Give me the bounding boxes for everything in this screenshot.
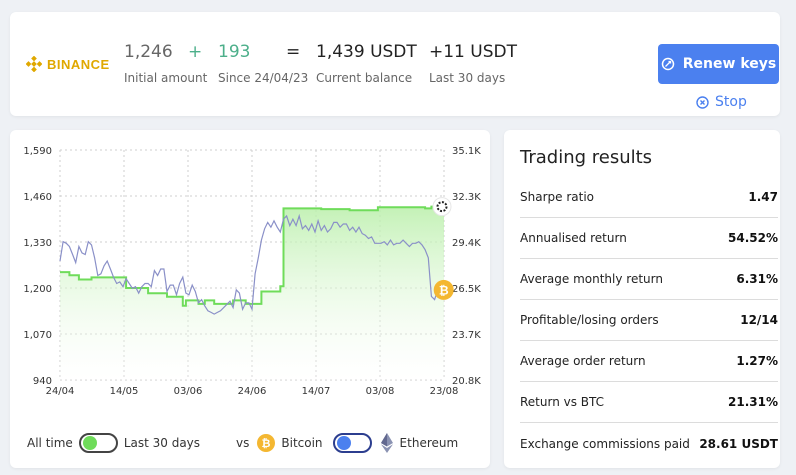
y-left-tick-label: 1,460 <box>23 192 52 203</box>
renew-keys-label: Renew keys <box>682 56 777 72</box>
ethereum-label: Ethereum <box>399 436 459 450</box>
svg-text:₿: ₿ <box>262 437 271 450</box>
key-icon <box>661 57 675 71</box>
binance-icon <box>26 56 42 72</box>
gain-value: 193 <box>218 42 251 62</box>
performance-chart: 1,590 35.1K 1,460 32.3K 1,330 29.4K 1,200 26.5K… <box>23 146 481 397</box>
results-row: Average monthly return 6.31% <box>520 259 778 300</box>
brand-name: BINANCE <box>47 56 110 72</box>
y-right-tick-label: 32.3K <box>452 192 481 203</box>
y-left-tick-label: 1,070 <box>23 330 52 341</box>
results-row-value: 54.52% <box>728 231 778 245</box>
summary-header: BINANCE 1,246 Initial amount + 193 Since… <box>10 12 780 116</box>
y-right-tick-label: 35.1K <box>452 146 481 157</box>
results-row-label: Average order return <box>520 354 646 368</box>
x-tick-label: 23/08 <box>430 386 459 397</box>
results-row-value: 12/14 <box>740 313 778 327</box>
y-right-tick-label: 23.7K <box>452 330 481 341</box>
initial-amount-value: 1,246 <box>124 42 173 62</box>
y-right-tick-label: 20.8K <box>452 376 481 387</box>
last-30-days-label: Last 30 days <box>429 71 506 85</box>
initial-amount-stat: 1,246 Initial amount <box>124 42 207 85</box>
results-row: Average order return 1.27% <box>520 341 778 382</box>
trading-results-title: Trading results <box>520 147 653 168</box>
last-30-days-toggle-label: Last 30 days <box>123 436 201 450</box>
results-row-label: Exchange commissions paid <box>520 436 690 451</box>
x-tick-label: 14/07 <box>302 386 331 397</box>
bitcoin-price-line <box>59 213 439 315</box>
x-tick-label: 24/06 <box>238 386 267 397</box>
y-left-tick-label: 1,330 <box>23 238 52 249</box>
balance-line <box>60 205 444 307</box>
performance-chart-card: 1,590 35.1K 1,460 32.3K 1,330 29.4K 1,200 26.5K… <box>10 130 490 468</box>
bitcoin-marker-icon: ₿ <box>433 279 454 300</box>
x-tick-label: 03/08 <box>366 386 395 397</box>
stop-icon <box>696 95 709 109</box>
renew-keys-button[interactable]: Renew keys <box>658 44 779 84</box>
benchmark-toggle[interactable] <box>332 433 372 453</box>
all-time-label: All time <box>27 436 73 450</box>
gain-label: Since 24/04/23 <box>218 71 309 85</box>
current-balance-value: 1,439 USDT <box>316 42 417 62</box>
strategy-marker-icon <box>432 197 452 217</box>
results-row-label: Profitable/losing orders <box>520 313 659 327</box>
y-right-tick-label: 29.4K <box>452 238 481 249</box>
y-right-tick-label: 26.5K <box>452 284 481 295</box>
balance-area <box>60 206 444 380</box>
benchmark-toggle-knob <box>336 436 351 450</box>
last-30-days-value: +11 USDT <box>429 42 517 62</box>
svg-text:₿: ₿ <box>439 283 449 297</box>
period-toggle[interactable] <box>78 433 118 453</box>
equals-sign: = <box>286 42 301 62</box>
chart-controls: All time Last 30 days vs ₿ Bitcoin Ether… <box>27 433 458 453</box>
y-left-tick-label: 1,590 <box>23 146 52 157</box>
plus-sign: + <box>188 42 203 62</box>
y-left-tick-label: 940 <box>33 376 52 387</box>
results-row-value: 1.47 <box>748 190 778 204</box>
bitcoin-label: Bitcoin <box>281 436 323 450</box>
results-row: Sharpe ratio 1.47 <box>520 177 778 218</box>
results-row: Return vs BTC 21.31% <box>520 382 778 423</box>
results-row-label: Return vs BTC <box>520 395 605 409</box>
stop-button[interactable]: Stop <box>696 94 747 110</box>
vs-label: vs <box>236 436 250 450</box>
results-row-value: 21.31% <box>728 395 778 409</box>
period-toggle-knob <box>82 436 97 450</box>
results-row: Annualised return 54.52% <box>520 218 778 259</box>
x-tick-label: 03/06 <box>174 386 203 397</box>
y-left-tick-label: 1,200 <box>23 284 52 295</box>
trading-results-card: Trading results Sharpe ratio 1.47 Annualis… <box>504 130 780 468</box>
x-tick-label: 24/04 <box>46 386 75 397</box>
binance-logo: BINANCE <box>26 56 110 72</box>
x-tick-label: 14/05 <box>110 386 139 397</box>
stop-label: Stop <box>715 94 747 110</box>
results-row-value: 6.31% <box>736 272 778 286</box>
current-balance-label: Current balance <box>316 71 413 85</box>
results-row-label: Annualised return <box>520 231 627 245</box>
results-row: Exchange commissions paid 28.61 USDT <box>520 423 778 464</box>
results-row: Profitable/losing orders 12/14 <box>520 300 778 341</box>
results-row-value: 28.61 USDT <box>699 436 778 451</box>
initial-amount-label: Initial amount <box>124 71 208 85</box>
bitcoin-icon: ₿ <box>257 434 276 452</box>
current-balance-stat: 1,439 USDT Current balance <box>316 42 417 85</box>
last-30-days-stat: +11 USDT Last 30 days <box>429 42 517 85</box>
ethereum-icon <box>380 433 394 453</box>
results-row-label: Sharpe ratio <box>520 190 594 204</box>
results-row-value: 1.27% <box>736 354 778 368</box>
gain-stat: 193 Since 24/04/23 <box>218 42 308 85</box>
results-table: Sharpe ratio 1.47 Annualised return 54.52% A… <box>520 177 778 464</box>
results-row-label: Average monthly return <box>520 272 663 286</box>
